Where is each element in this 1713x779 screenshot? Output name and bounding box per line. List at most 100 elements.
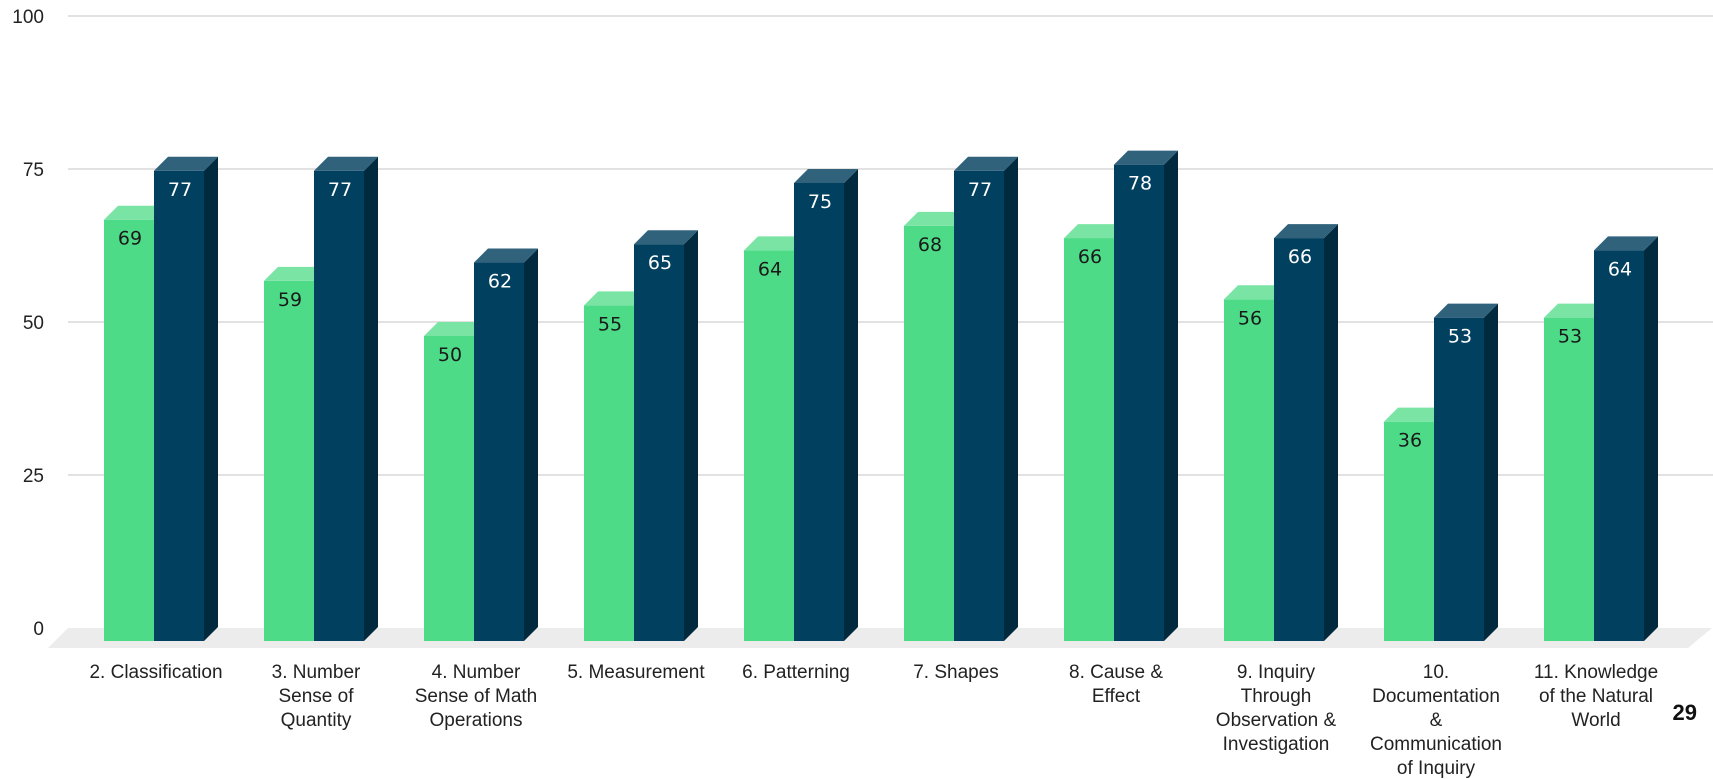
bar	[794, 183, 844, 641]
x-tick-label-line: 3. Number	[272, 662, 361, 683]
bar-side	[1004, 156, 1018, 641]
x-tick-label-line: 4. Number	[432, 662, 521, 683]
x-tick-label-line: 2. Classification	[89, 662, 222, 683]
x-tick-label-line: Sense of	[279, 686, 355, 707]
data-label: 62	[488, 271, 512, 293]
x-tick-label-line: Through	[1241, 686, 1312, 707]
bar-side	[524, 248, 538, 641]
bar-side	[684, 230, 698, 641]
bar	[1274, 238, 1324, 641]
bar	[584, 305, 634, 641]
x-tick-label-line: 8. Cause &	[1069, 662, 1163, 683]
bar	[1224, 299, 1274, 641]
data-label: 59	[278, 289, 302, 311]
bar	[424, 336, 474, 641]
y-tick-label: 50	[23, 313, 44, 334]
x-tick-label-line: &	[1430, 710, 1443, 731]
bar	[264, 280, 314, 641]
bar-top	[1114, 150, 1178, 165]
x-tick-label-line: 10.	[1423, 662, 1449, 683]
bar	[104, 219, 154, 641]
x-tick-label: 10. Documentation & Communication of Inquiry	[1370, 662, 1502, 779]
bar-top	[1064, 224, 1128, 239]
data-label: 64	[1608, 258, 1632, 280]
bar-side	[844, 169, 858, 641]
x-tick-label: 3. Number Sense of Quantity	[272, 662, 361, 731]
data-label: 77	[328, 179, 352, 201]
bar-top	[794, 169, 858, 183]
bar	[744, 250, 794, 641]
data-label: 56	[1238, 307, 1262, 329]
x-tick-label: 9. Inquiry Through Observation & Investigat…	[1216, 662, 1337, 755]
bar-side	[1324, 224, 1338, 641]
bar	[314, 170, 364, 641]
y-tick-label: 25	[23, 466, 44, 487]
bar-top	[634, 230, 698, 245]
data-label: 66	[1288, 246, 1312, 268]
bar-side	[204, 156, 218, 641]
data-label: 77	[968, 179, 992, 201]
data-label: 55	[598, 313, 622, 335]
x-tick-label-line: 11. Knowledge	[1534, 662, 1658, 683]
bar	[1114, 164, 1164, 641]
bar	[634, 244, 684, 641]
bar-top	[1384, 407, 1448, 422]
x-tick-label-line: Quantity	[281, 710, 352, 731]
bar	[1544, 317, 1594, 641]
x-tick-label-line: Observation &	[1216, 710, 1337, 731]
x-tick-label-line: 9. Inquiry	[1237, 662, 1316, 683]
x-tick-label-line: of Inquiry	[1397, 758, 1476, 779]
y-tick-label: 0	[33, 619, 44, 640]
bar	[154, 170, 204, 641]
x-tick-label: 2. Classification	[89, 662, 222, 683]
x-tick-label-line: Sense of Math	[415, 686, 538, 707]
data-label: 64	[758, 258, 782, 280]
bar-top	[104, 205, 168, 220]
x-tick-label-line: Investigation	[1223, 734, 1330, 755]
data-label: 78	[1128, 173, 1152, 195]
bar-side	[364, 156, 378, 641]
x-tick-label-line: of the Natural	[1539, 686, 1653, 707]
x-tick-label-line: 6. Patterning	[742, 662, 850, 683]
x-tick-label-line: Communication	[1370, 734, 1502, 755]
bar	[1594, 250, 1644, 641]
data-label: 66	[1078, 246, 1102, 268]
bar	[904, 225, 954, 641]
x-tick-label: 11. Knowledge of the Natural World	[1534, 662, 1658, 731]
bar-top	[1224, 285, 1288, 300]
bar-top	[744, 236, 808, 251]
data-label: 75	[808, 191, 832, 213]
x-tick-label-line: 5. Measurement	[567, 662, 705, 683]
data-label: 65	[648, 252, 672, 274]
bar-side	[1164, 150, 1178, 641]
bar	[474, 262, 524, 641]
bar	[1434, 317, 1484, 641]
data-label: 77	[168, 179, 192, 201]
bar-side	[1484, 303, 1498, 641]
y-tick-label: 100	[12, 7, 44, 28]
bar-top	[474, 248, 538, 263]
x-tick-label: 5. Measurement	[567, 662, 705, 683]
bar-top	[264, 266, 328, 281]
bar-top	[904, 211, 968, 226]
x-tick-label: 8. Cause & Effect	[1069, 662, 1163, 707]
bar	[1384, 421, 1434, 641]
x-tick-label-line: Effect	[1092, 686, 1141, 707]
bar	[1064, 238, 1114, 641]
bar-top	[1594, 236, 1658, 251]
x-tick-label-line: Operations	[430, 710, 523, 731]
y-tick-label: 75	[23, 160, 44, 181]
data-label: 53	[1448, 326, 1472, 348]
bar-top	[584, 291, 648, 306]
data-label: 68	[918, 234, 942, 256]
data-label: 53	[1558, 326, 1582, 348]
data-label: 36	[1398, 430, 1422, 452]
x-tick-label: 7. Shapes	[913, 662, 999, 683]
bar	[954, 170, 1004, 641]
bar-top	[424, 322, 488, 336]
bar-top	[1544, 303, 1608, 318]
bar-side	[1644, 236, 1658, 641]
x-tick-label-line: World	[1571, 710, 1620, 731]
bar-top	[1434, 303, 1498, 318]
